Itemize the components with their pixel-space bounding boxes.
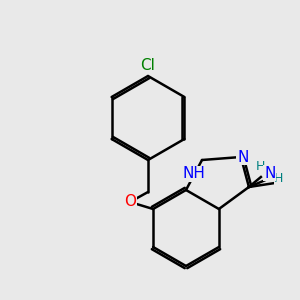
Text: NH: NH [183, 167, 206, 182]
Text: Cl: Cl [141, 58, 155, 74]
Text: H: H [274, 172, 283, 185]
Text: O: O [124, 194, 136, 209]
Text: N: N [237, 149, 249, 164]
Text: H: H [256, 160, 266, 173]
Text: N: N [264, 166, 276, 181]
